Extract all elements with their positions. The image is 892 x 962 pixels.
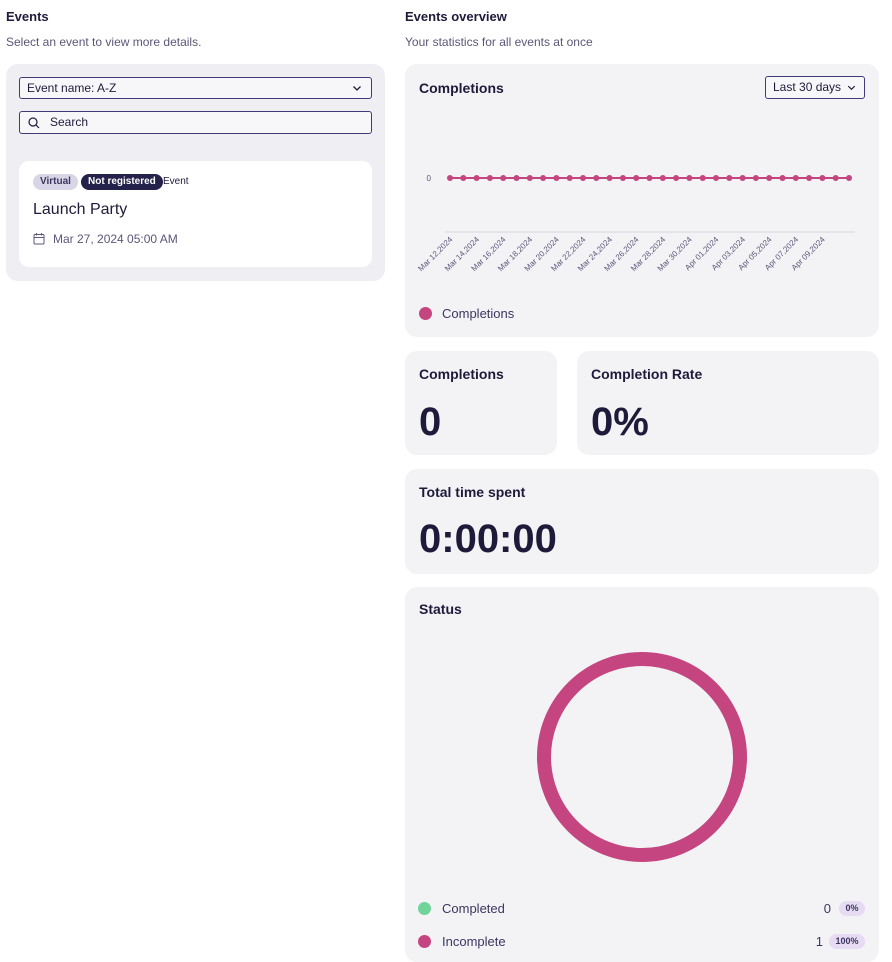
completions-data-point <box>686 175 693 181</box>
incomplete-percent: 100% <box>829 934 865 949</box>
completion-rate-card: Completion Rate 0% <box>577 351 879 455</box>
completions-data-point <box>500 175 507 181</box>
status-title: Status <box>419 601 462 617</box>
completions-data-point <box>633 175 640 181</box>
completions-data-point <box>473 175 480 181</box>
search-placeholder: Search <box>50 115 89 129</box>
completions-data-point <box>553 175 560 181</box>
completions-data-point <box>566 175 573 181</box>
completions-data-point <box>739 175 746 181</box>
donut-slice-incomplete <box>537 652 747 862</box>
completions-stat-value: 0 <box>419 400 442 444</box>
event-card[interactable]: Virtual Not registered Event Launch Part… <box>19 161 372 267</box>
completions-legend-dot <box>419 307 432 320</box>
time-spent-title: Total time spent <box>419 484 526 500</box>
incomplete-count: 1 <box>815 934 823 949</box>
completions-data-point <box>513 175 520 181</box>
date-range-select[interactable]: Last 30 days <box>765 76 865 99</box>
completions-stat-title: Completions <box>419 366 504 382</box>
completed-legend-label: Completed <box>442 901 505 916</box>
chevron-down-icon <box>353 86 361 91</box>
badge-event-type: Event <box>163 176 189 187</box>
completions-data-point <box>846 175 852 181</box>
sort-select-value: Event name: A-Z <box>27 81 117 95</box>
overview-subtitle: Your statistics for all events at once <box>405 35 593 49</box>
date-range-value: Last 30 days <box>773 80 842 94</box>
search-icon <box>28 117 40 129</box>
completions-data-point <box>526 175 533 181</box>
overview-title: Events overview <box>405 9 507 24</box>
events-panel: Event name: A-Z Search Virtual Not regis… <box>6 64 385 281</box>
completion-rate-value: 0% <box>591 400 649 444</box>
search-input[interactable]: Search <box>19 111 372 134</box>
completions-data-point <box>819 175 826 181</box>
y-tick-label: 0 <box>427 174 432 183</box>
completions-data-point <box>447 175 453 181</box>
completions-data-point <box>779 175 786 181</box>
completions-data-point <box>832 175 839 181</box>
completions-data-point <box>646 175 653 181</box>
completions-chart-card: Completions Last 30 days 0 Mar 12,2024 Mar… <box>405 64 879 337</box>
events-title: Events <box>6 9 49 24</box>
completions-data-point <box>580 175 586 181</box>
completions-data-point <box>699 175 706 181</box>
completions-data-point <box>766 175 773 181</box>
completions-data-point <box>726 175 733 181</box>
completed-percent: 0% <box>839 901 865 916</box>
completion-rate-title: Completion Rate <box>591 366 703 382</box>
completions-data-point <box>659 175 666 181</box>
badge-registration-status: Not registered <box>81 174 163 190</box>
event-date: Mar 27, 2024 05:00 AM <box>53 232 178 246</box>
event-name: Launch Party <box>33 201 128 218</box>
completions-data-point <box>486 175 493 181</box>
events-subtitle: Select an event to view more details. <box>6 35 202 49</box>
status-card: Status Completed 0 0% Incomplete 1 100% <box>405 587 879 962</box>
completions-data-point <box>792 175 799 181</box>
calendar-icon <box>33 233 45 245</box>
chevron-down-icon <box>847 85 856 91</box>
status-donut-chart <box>537 652 747 862</box>
incomplete-legend-dot <box>418 935 431 948</box>
completions-chart-title: Completions <box>419 80 504 96</box>
sort-select[interactable]: Event name: A-Z <box>19 77 372 99</box>
completions-stat-card: Completions 0 <box>405 351 557 455</box>
completed-count: 0 <box>823 901 831 916</box>
completions-data-point <box>606 175 613 181</box>
time-spent-card: Total time spent 0:00:00 <box>405 469 879 574</box>
completions-data-point <box>593 175 600 181</box>
completions-data-point <box>806 175 813 181</box>
completions-data-point <box>752 175 759 181</box>
completions-data-point <box>619 175 626 181</box>
completions-legend-label: Completions <box>442 306 515 321</box>
completions-data-point <box>460 175 467 181</box>
completions-data-point <box>713 175 719 181</box>
badge-virtual: Virtual <box>33 174 78 190</box>
incomplete-legend-label: Incomplete <box>442 934 506 949</box>
completions-data-point <box>673 175 680 181</box>
completions-data-point <box>540 175 547 181</box>
completed-legend-dot <box>418 902 431 915</box>
time-spent-value: 0:00:00 <box>419 517 557 561</box>
